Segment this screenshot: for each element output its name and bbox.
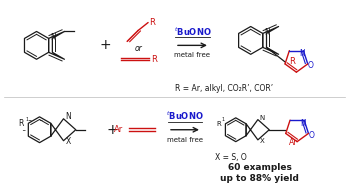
Text: +: + <box>99 38 111 52</box>
Text: 1: 1 <box>221 117 224 122</box>
Text: N: N <box>299 49 305 58</box>
Text: Ar: Ar <box>114 125 123 134</box>
Text: N: N <box>51 33 56 42</box>
Text: R = Ar, alkyl, CO₂R’, COR’: R = Ar, alkyl, CO₂R’, COR’ <box>175 84 273 93</box>
Text: X: X <box>260 138 265 144</box>
Text: R: R <box>217 121 221 127</box>
Text: 1: 1 <box>25 117 29 122</box>
Text: $^t$BuONO: $^t$BuONO <box>166 110 204 122</box>
Text: 60 examples: 60 examples <box>228 163 292 172</box>
Text: +: + <box>106 123 118 137</box>
Text: $^t$BuONO: $^t$BuONO <box>173 25 211 38</box>
Text: N: N <box>300 119 306 128</box>
Text: metal free: metal free <box>174 52 210 58</box>
Text: X = S, O: X = S, O <box>215 153 247 162</box>
Text: or: or <box>134 44 142 53</box>
Text: X: X <box>66 137 71 146</box>
Text: R: R <box>151 55 157 64</box>
Text: up to 88% yield: up to 88% yield <box>220 174 299 183</box>
Text: O: O <box>309 131 314 140</box>
Text: N: N <box>260 115 265 121</box>
Text: R: R <box>18 119 23 128</box>
Text: R: R <box>149 18 155 27</box>
Text: metal free: metal free <box>167 137 203 143</box>
Text: O: O <box>308 61 314 70</box>
Text: Ar: Ar <box>289 138 297 147</box>
Text: R: R <box>289 57 295 67</box>
Text: N: N <box>66 112 71 121</box>
Text: N: N <box>265 28 270 37</box>
